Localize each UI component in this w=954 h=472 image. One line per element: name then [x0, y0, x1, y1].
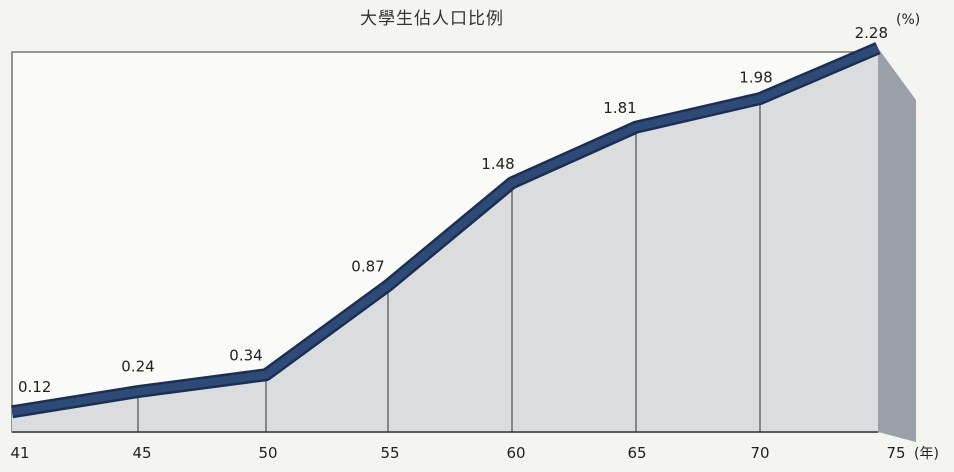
series-line — [11, 44, 880, 416]
x-tick-label: 70 — [750, 444, 769, 462]
x-tick-label: 65 — [627, 444, 646, 462]
x-tick-label: 75 — [886, 444, 905, 462]
x-unit-label: (年) — [914, 446, 939, 462]
x-tick-labels: 41 45 50 55 60 65 70 75 — [10, 444, 905, 462]
data-label: 0.34 — [229, 347, 262, 365]
data-label: 2.28 — [855, 24, 888, 42]
data-label: 0.24 — [121, 358, 154, 376]
data-label: 0.87 — [351, 257, 384, 275]
drop-lines — [137, 104, 761, 432]
data-label: 0.12 — [18, 378, 51, 396]
data-label: 1.48 — [481, 155, 514, 173]
x-tick-label: 45 — [132, 444, 151, 462]
chart-title: 大學生佔人口比例 — [360, 9, 504, 29]
x-tick-label: 41 — [10, 444, 29, 462]
data-label: 1.98 — [739, 69, 772, 87]
data-label: 1.81 — [603, 99, 636, 117]
y-unit-label: (%) — [896, 12, 920, 28]
data-labels: 0.12 0.24 0.34 0.87 1.48 1.81 1.98 2.28 — [18, 24, 888, 396]
x-tick-label: 50 — [258, 444, 277, 462]
area-side-face — [878, 48, 916, 442]
x-tick-label: 55 — [380, 444, 399, 462]
x-tick-label: 60 — [506, 444, 525, 462]
